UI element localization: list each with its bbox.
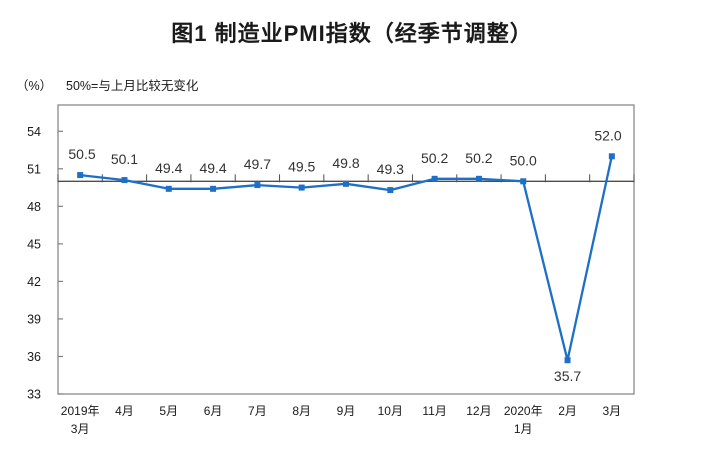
y-axis-tick-label: 42 xyxy=(27,275,41,289)
y-axis-tick-label: 51 xyxy=(27,162,41,176)
data-point-marker xyxy=(121,177,128,184)
y-axis-tick-label: 45 xyxy=(27,237,41,251)
data-point-label: 52.0 xyxy=(594,127,621,143)
data-point-label: 49.4 xyxy=(155,160,182,176)
x-axis-label: 3月 xyxy=(603,404,622,418)
x-axis-label: 12月 xyxy=(466,404,491,418)
data-point-marker xyxy=(210,185,217,192)
x-axis-label: 2019年 3月 xyxy=(61,404,100,436)
data-point-marker xyxy=(343,180,349,187)
x-axis-label: 11月 xyxy=(422,404,446,418)
x-axis-label: 2月 xyxy=(558,404,577,418)
data-point-marker xyxy=(165,185,172,192)
x-axis-label: 8月 xyxy=(292,404,311,418)
data-point-marker xyxy=(564,357,571,364)
x-axis-label: 9月 xyxy=(337,404,356,418)
x-axis-label: 4月 xyxy=(115,404,134,418)
data-point-label: 50.1 xyxy=(111,151,138,167)
reference-line-note: 50%=与上月比较无变化 xyxy=(66,79,199,93)
data-point-marker xyxy=(77,172,84,179)
y-axis-tick-label: 48 xyxy=(27,200,41,214)
x-axis-label: 5月 xyxy=(159,404,178,418)
data-point-marker xyxy=(608,153,615,160)
data-point-marker xyxy=(520,178,527,185)
y-axis-tick-label: 54 xyxy=(27,125,41,139)
pmi-series-line xyxy=(80,156,613,362)
data-point-label: 35.7 xyxy=(554,368,581,384)
y-axis-unit-label: （%） xyxy=(16,79,53,93)
data-point-label: 50.2 xyxy=(421,150,448,166)
x-axis-label: 2020年 1月 xyxy=(504,404,543,436)
y-axis-tick-label: 39 xyxy=(27,312,41,326)
y-axis-tick-label: 33 xyxy=(27,388,41,402)
x-axis-label: 7月 xyxy=(248,404,267,418)
chart-title: 图1 制造业PMI指数（经季节调整） xyxy=(171,21,533,46)
data-point-label: 49.7 xyxy=(244,156,271,172)
data-point-marker xyxy=(431,175,438,182)
data-point-marker xyxy=(254,182,261,189)
data-point-marker xyxy=(475,175,482,182)
data-point-label: 50.2 xyxy=(465,150,492,166)
data-point-marker xyxy=(298,184,305,191)
plot-area-border xyxy=(57,104,635,395)
data-point-label: 49.8 xyxy=(332,155,359,171)
data-point-label: 50.0 xyxy=(510,152,537,168)
data-point-label: 50.5 xyxy=(68,146,95,162)
data-point-label: 49.5 xyxy=(288,159,315,175)
y-axis-tick-label: 36 xyxy=(27,350,41,364)
data-point-marker xyxy=(387,187,394,194)
x-axis-label: 10月 xyxy=(378,404,403,418)
x-axis-label: 6月 xyxy=(204,404,223,418)
data-point-label: 49.4 xyxy=(199,160,226,176)
data-point-label: 49.3 xyxy=(377,161,404,177)
